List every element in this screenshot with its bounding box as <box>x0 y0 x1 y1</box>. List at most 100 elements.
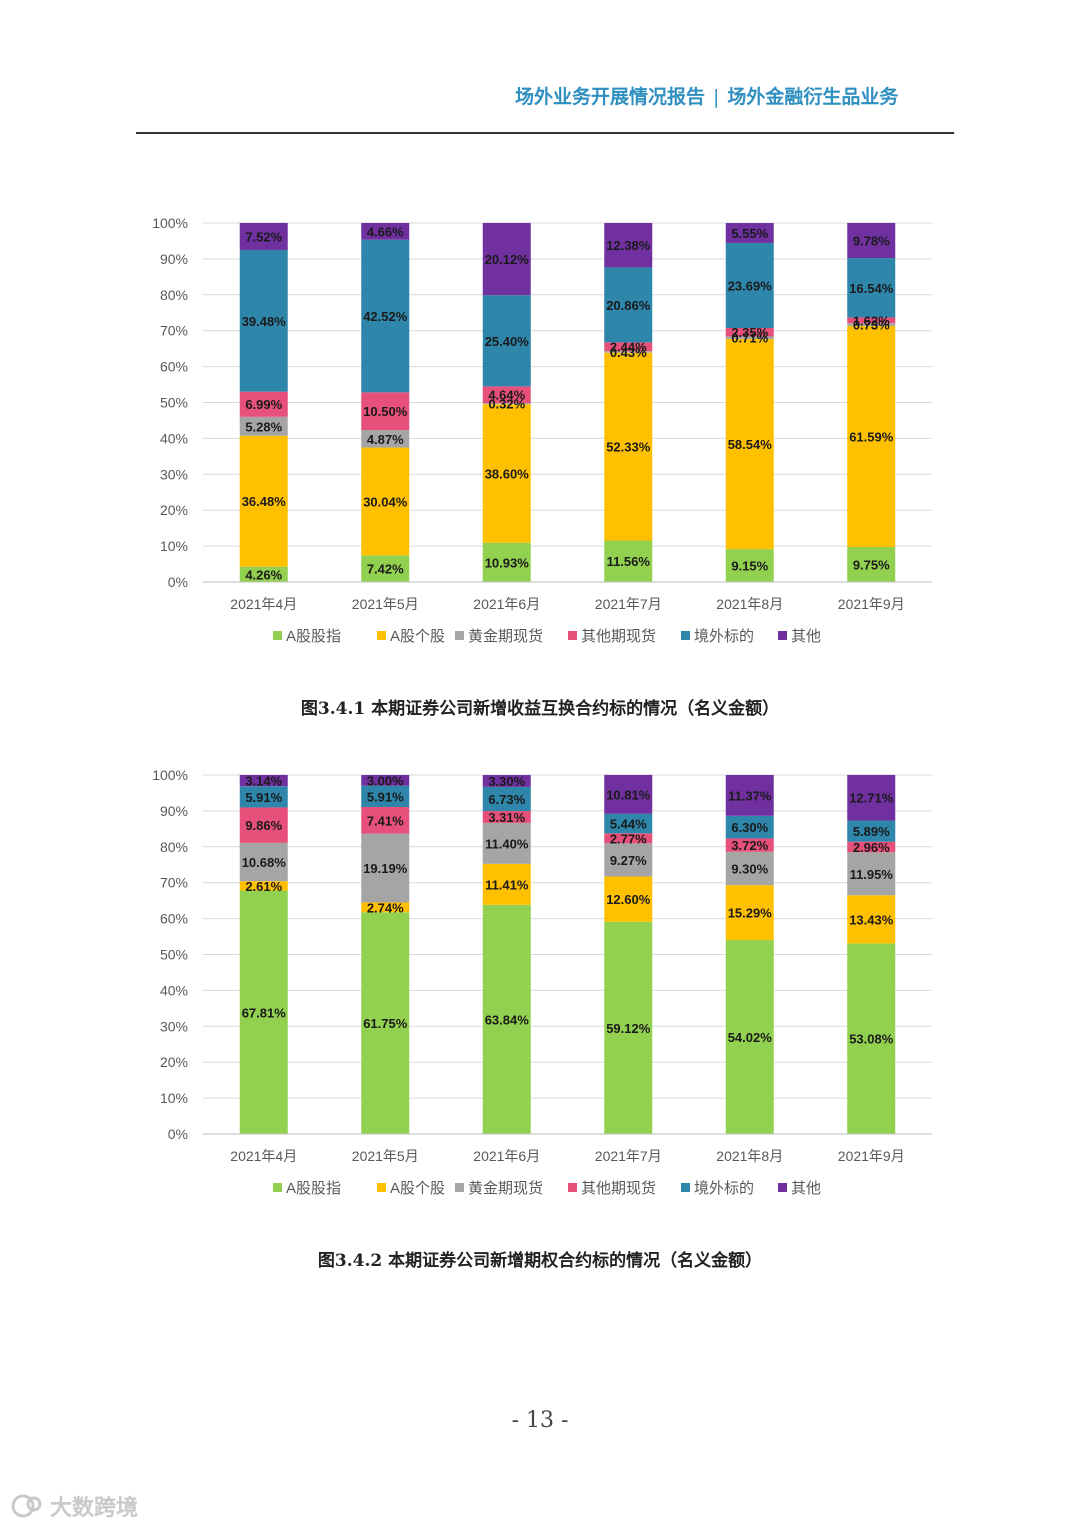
data-label: 52.33% <box>606 440 651 455</box>
data-label: 16.54% <box>849 281 894 296</box>
data-label: 20.86% <box>606 298 651 313</box>
watermark-text: 大数跨境 <box>50 1496 139 1521</box>
data-label: 10.68% <box>242 855 287 870</box>
y-tick-label: 0% <box>168 1126 188 1142</box>
bar-segment <box>239 249 288 392</box>
header-right-title: 场外金融衍生品业务 <box>727 86 899 108</box>
legend-label: A股股指 <box>286 1180 341 1197</box>
bar-segment <box>361 775 410 786</box>
bar-segment <box>361 902 410 913</box>
data-label: 63.84% <box>485 1012 530 1027</box>
data-label: 12.60% <box>606 892 651 907</box>
data-label: 12.38% <box>606 238 651 253</box>
data-label: 67.81% <box>242 1005 287 1020</box>
y-tick-label: 30% <box>160 466 188 482</box>
data-label: 3.31% <box>488 810 525 825</box>
bar-segment <box>361 430 410 448</box>
data-label: 15.29% <box>728 906 773 921</box>
bar-segment <box>482 295 531 387</box>
bar-segment <box>604 843 653 877</box>
chart-options: 0% 10% 20% 30% 40% 50% 60% 70% 80% 90% 100% 67.81% 2… <box>152 767 932 1197</box>
bar-segment <box>239 435 288 567</box>
legend-label: A股个股 <box>390 628 445 645</box>
data-label: 7.52% <box>245 229 282 244</box>
header-rule <box>136 132 954 134</box>
bar-segment <box>239 416 288 436</box>
bar-segment <box>847 317 896 324</box>
data-label: 36.48% <box>242 494 287 509</box>
legend-label: 其他期现货 <box>581 1180 656 1197</box>
bar-segment <box>725 242 774 329</box>
bar-segment <box>604 540 653 582</box>
data-label: 1.62% <box>853 313 890 328</box>
bar-segment <box>361 806 410 834</box>
data-label: 20.12% <box>485 252 530 267</box>
y-tick-label: 60% <box>160 911 188 927</box>
data-label: 2.61% <box>245 879 282 894</box>
header-separator: | <box>713 86 720 108</box>
data-label: 2.96% <box>853 840 890 855</box>
legend-swatch <box>273 631 282 640</box>
x-tick-label: 2021年8月 <box>716 1148 783 1164</box>
data-label: 0.71% <box>731 331 768 346</box>
bar-segment <box>239 222 288 250</box>
data-label: 4.64% <box>488 388 525 403</box>
bar-segment <box>482 822 531 864</box>
legend-swatch <box>455 1183 464 1192</box>
data-label: 0.73% <box>853 318 890 333</box>
legend-swatch <box>377 631 386 640</box>
data-label: 6.99% <box>245 397 282 412</box>
legend-label: 黄金期现货 <box>468 1180 543 1197</box>
bar-segment <box>239 391 288 417</box>
bar-segment <box>361 447 410 556</box>
y-tick-label: 0% <box>168 574 188 590</box>
data-label: 3.00% <box>367 773 404 788</box>
bar-segment <box>725 885 774 941</box>
data-label: 6.30% <box>731 820 768 835</box>
x-tick-label: 2021年7月 <box>595 596 662 612</box>
data-label: 39.48% <box>242 314 287 329</box>
bar-segment <box>361 222 410 240</box>
data-label: 38.60% <box>485 466 530 481</box>
x-tick-label: 2021年6月 <box>473 596 540 612</box>
legend-swatch <box>681 631 690 640</box>
legend-label: 其他 <box>791 1180 821 1197</box>
bar-segment <box>725 328 774 337</box>
legend-swatch <box>568 631 577 640</box>
data-label: 11.95% <box>850 867 894 882</box>
bar-segment <box>604 876 653 922</box>
bar-segment <box>361 555 410 582</box>
x-tick-label: 2021年4月 <box>230 1148 297 1164</box>
data-label: 23.69% <box>728 278 773 293</box>
data-label: 5.28% <box>245 419 282 434</box>
bar-segment <box>604 267 653 343</box>
bar-segment <box>847 325 896 547</box>
data-label: 5.44% <box>610 817 647 832</box>
bar-segment <box>604 352 653 541</box>
chart-income-swap: 0% 10% 20% 30% 40% 50% 60% 70% 80% 90% 100% 4.26% 36… <box>152 215 932 645</box>
data-label: 5.91% <box>367 789 404 804</box>
data-label: 25.40% <box>485 334 530 349</box>
bar-segment <box>604 833 653 844</box>
y-tick-label: 70% <box>160 323 188 339</box>
y-tick-label: 70% <box>160 875 188 891</box>
data-label: 9.78% <box>853 234 890 249</box>
bar-segment <box>847 258 896 318</box>
page-header: 场外业务开展情况报告 | 场外金融衍生品业务 <box>515 82 935 112</box>
bar-segment <box>482 863 531 905</box>
bar-segment <box>482 222 531 296</box>
bar-segment <box>482 811 531 823</box>
data-label: 2.77% <box>610 831 647 846</box>
bar-segment <box>847 222 896 259</box>
data-label: 3.30% <box>488 774 525 789</box>
bar-segment <box>847 841 896 853</box>
chart1-caption: 图3.4.1 本期证券公司新增收益互换合约标的情况（名义金额） <box>300 699 780 719</box>
legend-swatch <box>778 631 787 640</box>
bar-segment <box>239 842 288 882</box>
y-tick-label: 90% <box>160 251 188 267</box>
data-label: 13.43% <box>849 912 894 927</box>
y-tick-label: 20% <box>160 1054 188 1070</box>
data-label: 58.54% <box>728 437 773 452</box>
data-label: 2.74% <box>367 900 404 915</box>
x-tick-label: 2021年9月 <box>838 596 905 612</box>
